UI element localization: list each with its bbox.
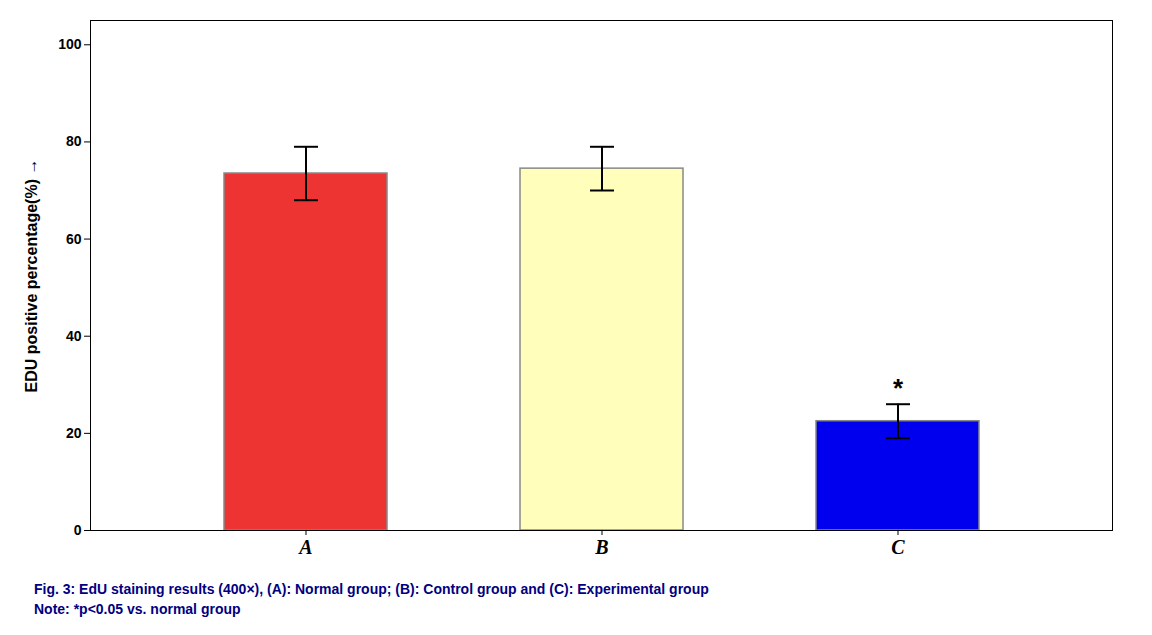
svg-text:60: 60 — [66, 231, 82, 247]
html-text:Note: *p<0.05 vs. normal group: Note: *p<0.05 vs. normal group — [34, 601, 241, 617]
svg-text:40: 40 — [66, 328, 82, 344]
svg-text:B: B — [594, 536, 608, 558]
svg-text:EDU positive percentage(%) →: EDU positive percentage(%) → — [23, 159, 40, 393]
html-text:Fig. 3: EdU staining results (: Fig. 3: EdU staining results (400×), (A)… — [34, 581, 709, 597]
svg-text:A: A — [297, 536, 312, 558]
svg-text:0: 0 — [74, 522, 82, 538]
svg-text:20: 20 — [66, 425, 82, 441]
svg-text:80: 80 — [66, 133, 82, 149]
svg-text:*: * — [893, 373, 904, 403]
svg-text:100: 100 — [58, 36, 82, 52]
svg-text:C: C — [891, 536, 905, 558]
